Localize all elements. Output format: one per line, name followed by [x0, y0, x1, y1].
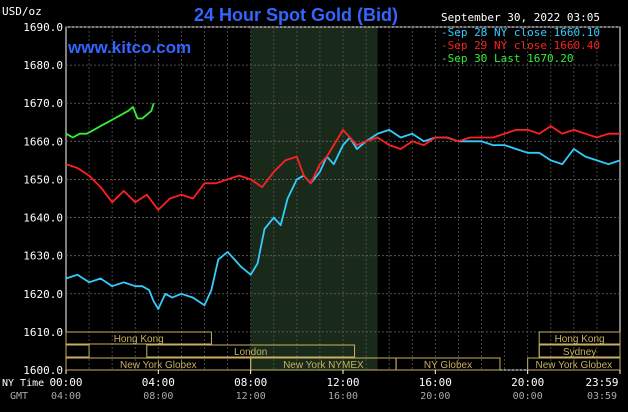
x-tick-label-ny: 08:00 [234, 376, 267, 389]
y-axis-unit-label: USD/oz [2, 5, 42, 18]
y-tick-label: 1620.0 [23, 288, 63, 301]
session-label: London [234, 347, 267, 358]
x-tick-label-ny: 16:00 [419, 376, 452, 389]
session-box [538, 331, 621, 345]
y-tick-label: 1660.0 [23, 135, 63, 148]
x-tick-label-ny: 23:59 [585, 376, 618, 389]
session-box [395, 357, 501, 371]
nymex-hours-shade [250, 27, 378, 370]
x-tick-label-gmt: 20:00 [420, 391, 450, 402]
x-tick-label-gmt: 04:00 [51, 391, 81, 402]
x-tick-label-ny: 12:00 [326, 376, 359, 389]
session-label: New York Globex [535, 360, 612, 371]
x-tick-label-gmt: 08:00 [143, 391, 173, 402]
watermark-text: www.kitco.com [67, 38, 191, 57]
y-tick-label: 1650.0 [23, 173, 63, 186]
session-label: New York NYMEX [283, 360, 364, 371]
x-tick-label-ny: 00:00 [49, 376, 82, 389]
timestamp-label: September 30, 2022 03:05 [441, 11, 600, 24]
x-tick-label-ny: 04:00 [142, 376, 175, 389]
x-tick-label-gmt: 03:59 [587, 391, 617, 402]
series-line-1 [65, 125, 620, 211]
y-tick-label: 1670.0 [23, 97, 63, 110]
x-tick-label-ny: 20:00 [511, 376, 544, 389]
x-tick-label-gmt: 12:00 [236, 391, 266, 402]
y-tick-label: 1640.0 [23, 212, 63, 225]
legend-entry-sep28: -Sep 28 NY close 1660.10 [441, 26, 600, 39]
gmt-row-label: GMT [10, 391, 28, 402]
legend-entry-sep30: -Sep 30 Last 1670.20 [441, 52, 573, 65]
session-label: Hong Kong [555, 334, 605, 345]
series-line-2 [65, 102, 155, 139]
y-tick-label: 1690.0 [23, 21, 63, 34]
chart-title: 24 Hour Spot Gold (Bid) [194, 5, 398, 25]
session-box [65, 331, 212, 345]
x-tick-label-gmt: 00:00 [513, 391, 543, 402]
ny-time-row-label: NY Time [2, 378, 44, 389]
session-box [146, 344, 356, 358]
y-tick-label: 1680.0 [23, 59, 63, 72]
session-box [65, 344, 90, 358]
legend-entry-sep29: -Sep 29 NY close 1660.40 [441, 39, 600, 52]
session-box [538, 344, 621, 358]
session-label: New York Globex [120, 360, 197, 371]
y-tick-label: 1600.0 [23, 364, 63, 377]
session-label: NY Globex [424, 360, 472, 371]
session-label: Sydney [563, 347, 596, 358]
y-tick-label: 1630.0 [23, 250, 63, 263]
session-box [527, 357, 621, 371]
y-tick-label: 1610.0 [23, 326, 63, 339]
x-tick-label-gmt: 16:00 [328, 391, 358, 402]
session-label: Hong Kong [114, 334, 164, 345]
